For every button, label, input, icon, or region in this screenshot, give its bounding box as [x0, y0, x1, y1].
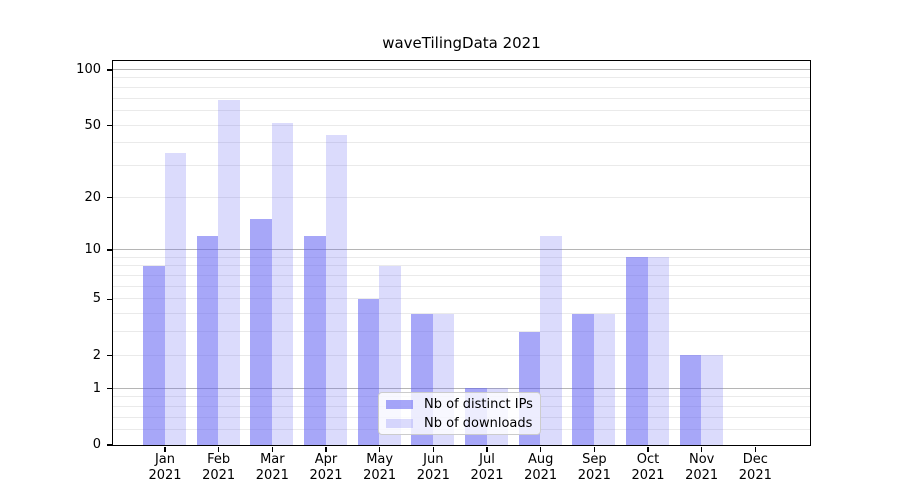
x-tick-label: Sep 2021	[577, 452, 611, 483]
bar-downloads	[218, 100, 240, 445]
bar-distinct-ips	[196, 236, 219, 445]
x-tick-mark	[271, 446, 274, 452]
x-tick-label: Jul 2021	[470, 452, 504, 483]
legend-entry-distinct-ips: Nb of distinct IPs	[386, 397, 533, 412]
bar-downloads	[701, 355, 723, 445]
x-tick-label: Dec 2021	[738, 452, 772, 483]
x-tick-label: Nov 2021	[685, 452, 719, 483]
x-tick-mark	[647, 446, 649, 452]
bar-downloads	[647, 257, 669, 445]
x-tick-label: May 2021	[363, 452, 397, 483]
legend-label-downloads: Nb of downloads	[424, 415, 533, 431]
gridline-minor	[112, 164, 810, 166]
y-tick-label: 1	[92, 380, 101, 396]
bar-downloads	[271, 123, 294, 445]
x-tick-mark	[325, 446, 327, 452]
bar-downloads	[593, 313, 616, 445]
x-tick-mark	[700, 446, 703, 452]
x-tick-mark	[217, 446, 220, 452]
bar-distinct-ips	[572, 313, 594, 445]
x-tick-label: Mar 2021	[255, 452, 289, 483]
bar-distinct-ips	[304, 236, 326, 445]
bar-distinct-ips	[357, 298, 380, 445]
y-tick-mark	[106, 124, 112, 127]
y-tick-mark	[106, 355, 112, 357]
gridline-minor	[112, 97, 810, 99]
x-tick-label: Jun 2021	[416, 452, 450, 483]
y-tick-mark	[106, 444, 112, 446]
y-tick-label: 20	[84, 189, 101, 205]
bar-distinct-ips	[679, 355, 702, 445]
gridline-minor	[112, 256, 810, 258]
y-tick-label: 50	[84, 117, 101, 133]
x-tick-label: Feb 2021	[202, 452, 236, 483]
y-tick-label: 0	[92, 437, 101, 452]
gridline-major	[112, 387, 810, 389]
gridline-minor	[112, 196, 810, 198]
x-tick-mark	[164, 446, 166, 452]
legend-label-distinct-ips: Nb of distinct IPs	[424, 396, 533, 412]
x-tick-label: Apr 2021	[309, 452, 343, 483]
gridline-minor	[112, 86, 810, 88]
legend-entry-downloads: Nb of downloads	[386, 416, 533, 431]
gridline-minor	[112, 313, 810, 315]
legend: Nb of distinct IPs Nb of downloads	[378, 392, 541, 435]
x-tick-label: Oct 2021	[631, 452, 665, 483]
gridline-minor	[112, 285, 810, 287]
chart-title: waveTilingData 2021	[382, 34, 541, 52]
bar-distinct-ips	[143, 265, 165, 445]
y-tick-label: 100	[76, 61, 101, 77]
plot-area	[111, 59, 811, 446]
x-tick-mark	[486, 446, 488, 452]
legend-swatch-distinct-ips-icon	[386, 399, 413, 409]
y-tick-mark	[106, 69, 112, 71]
x-tick-label: Aug 2021	[524, 452, 558, 483]
gridline-minor	[112, 142, 810, 144]
x-tick-mark	[754, 446, 757, 452]
bar-distinct-ips	[250, 219, 272, 445]
bar-downloads	[325, 135, 347, 445]
bar-downloads	[540, 236, 562, 445]
gridline-minor	[112, 77, 810, 79]
gridline-minor	[112, 331, 810, 333]
gridline-minor	[112, 265, 810, 267]
legend-swatch-downloads-icon	[386, 418, 413, 428]
y-tick-mark	[106, 196, 112, 199]
y-tick-label: 2	[92, 347, 101, 363]
bar-downloads	[164, 153, 186, 445]
x-tick-mark	[378, 446, 381, 452]
x-tick-label: Jan 2021	[148, 452, 182, 483]
x-tick-mark	[539, 446, 542, 452]
y-tick-label: 5	[92, 291, 101, 307]
y-tick-mark	[106, 298, 112, 301]
y-tick-mark	[106, 387, 112, 390]
gridline-minor	[112, 109, 810, 111]
y-tick-mark	[106, 249, 112, 251]
x-tick-mark	[593, 446, 596, 452]
gridline-minor	[112, 298, 810, 300]
gridline-minor	[112, 275, 810, 277]
gridline-major	[112, 249, 810, 251]
gridline-major	[112, 68, 810, 70]
y-tick-label: 10	[84, 242, 101, 258]
gridline-minor	[112, 354, 810, 356]
x-tick-mark	[432, 446, 435, 452]
gridline-minor	[112, 124, 810, 126]
bar-distinct-ips	[626, 257, 648, 445]
